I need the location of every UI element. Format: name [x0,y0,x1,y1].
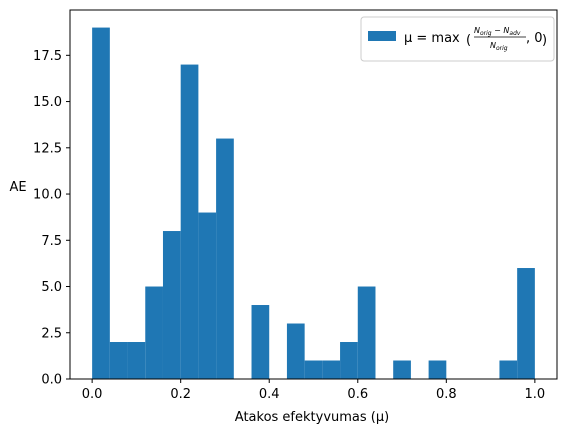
histogram-bar [109,342,128,379]
y-tick-label: 2.5 [41,326,62,341]
y-tick-label: 10.0 [33,188,62,203]
bars-group [92,27,535,380]
legend-box [360,16,555,62]
y-tick-label: 5.0 [41,280,62,295]
y-tick-label: 12.5 [33,141,62,156]
histogram-bar [251,305,270,379]
x-ticks-group: 0.0 0.2 0.4 0.6 0.8 1.0 [82,379,545,402]
x-tick-label: 0.8 [436,387,457,402]
x-axis-label: Atakos efektyvumas (μ) [235,410,389,425]
histogram-bar [216,138,234,379]
histogram-bar [428,360,447,379]
histogram-bar [393,360,411,379]
y-tick-label: 17.5 [33,49,62,64]
x-tick-label: 0.0 [82,387,103,402]
plot-frame [69,9,558,380]
legend-denominator: Norig [490,41,508,52]
x-tick-label: 1.0 [525,387,546,402]
y-tick-label: 15.0 [33,95,62,110]
histogram-bar [340,342,358,379]
x-tick-label: 0.2 [170,387,191,402]
histogram-bar [145,286,163,379]
histogram-bar [499,360,518,379]
histogram-bar [127,342,146,379]
histogram-bar [322,360,341,379]
histogram-bar [92,27,110,379]
histogram-bar [286,323,305,379]
histogram-bar [162,231,181,379]
legend-suffix: , 0 [526,31,543,46]
y-axis-label: AE [9,180,26,195]
histogram-bar [180,64,199,380]
histogram-bar [357,286,376,379]
x-tick-label: 0.6 [347,387,368,402]
y-tick-label: 7.5 [41,234,62,249]
y-ticks-group: 0.0 2.5 5.0 7.5 10.0 12.5 15.0 17.5 [33,49,70,388]
legend-numerator: Norig − Nadv [474,26,521,37]
histogram-bar [517,268,535,379]
legend-open-paren: ( [466,33,471,48]
legend: μ = max ( Norig − Nadv Norig , 0 ) [360,16,555,62]
legend-prefix: μ = max [404,31,460,46]
legend-close-paren: ) [542,33,547,48]
legend-swatch [368,31,396,41]
histogram-bar [198,212,217,379]
histogram-bar [304,360,323,379]
y-tick-label: 0.0 [41,373,62,388]
x-tick-label: 0.4 [259,387,280,402]
